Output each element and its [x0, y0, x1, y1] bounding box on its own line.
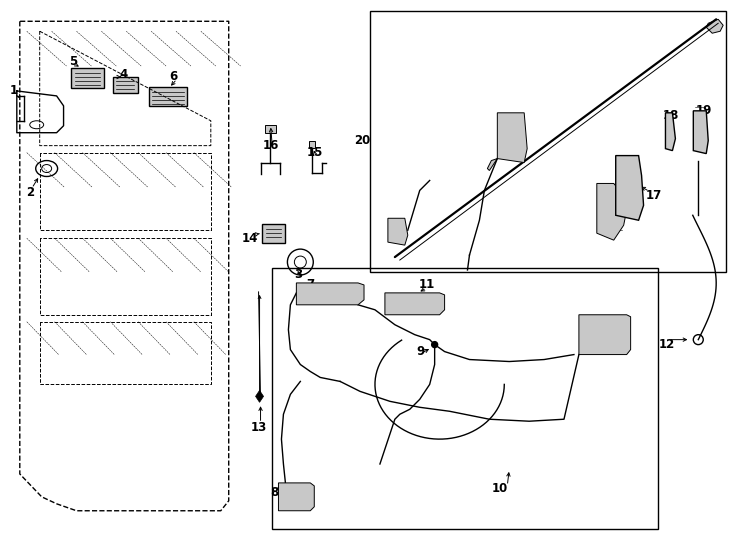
Polygon shape	[278, 483, 314, 511]
Text: 2: 2	[26, 186, 34, 199]
Polygon shape	[264, 125, 277, 133]
Polygon shape	[498, 113, 527, 163]
Polygon shape	[597, 184, 627, 240]
Polygon shape	[297, 283, 364, 305]
Text: 7: 7	[306, 279, 314, 292]
Polygon shape	[666, 113, 675, 151]
Text: 13: 13	[250, 421, 266, 434]
Text: 16: 16	[262, 139, 279, 152]
Bar	[370, 11, 726, 272]
FancyBboxPatch shape	[113, 77, 138, 93]
Polygon shape	[385, 293, 445, 315]
Text: 5: 5	[70, 55, 78, 68]
Polygon shape	[388, 218, 408, 245]
Text: 18: 18	[662, 109, 679, 122]
Polygon shape	[255, 390, 264, 402]
Text: 17: 17	[645, 189, 661, 202]
Bar	[272, 268, 658, 529]
Text: 10: 10	[491, 482, 507, 495]
FancyBboxPatch shape	[71, 68, 103, 89]
Text: 11: 11	[418, 279, 435, 292]
Polygon shape	[616, 156, 644, 220]
Text: 15: 15	[307, 146, 324, 159]
Text: 8: 8	[270, 487, 279, 500]
Polygon shape	[487, 159, 498, 171]
Text: 4: 4	[119, 68, 128, 80]
Text: 3: 3	[294, 268, 302, 281]
Text: 20: 20	[354, 134, 370, 147]
Text: 12: 12	[658, 338, 675, 351]
Polygon shape	[706, 19, 723, 33]
Text: 6: 6	[169, 70, 177, 83]
Text: 14: 14	[241, 232, 258, 245]
Polygon shape	[309, 140, 316, 147]
Text: 1: 1	[10, 84, 18, 97]
Polygon shape	[694, 111, 708, 153]
Circle shape	[432, 342, 437, 348]
FancyBboxPatch shape	[148, 87, 187, 106]
FancyBboxPatch shape	[262, 224, 285, 242]
Text: 19: 19	[696, 104, 713, 117]
Polygon shape	[579, 315, 631, 355]
Text: 9: 9	[417, 345, 425, 358]
